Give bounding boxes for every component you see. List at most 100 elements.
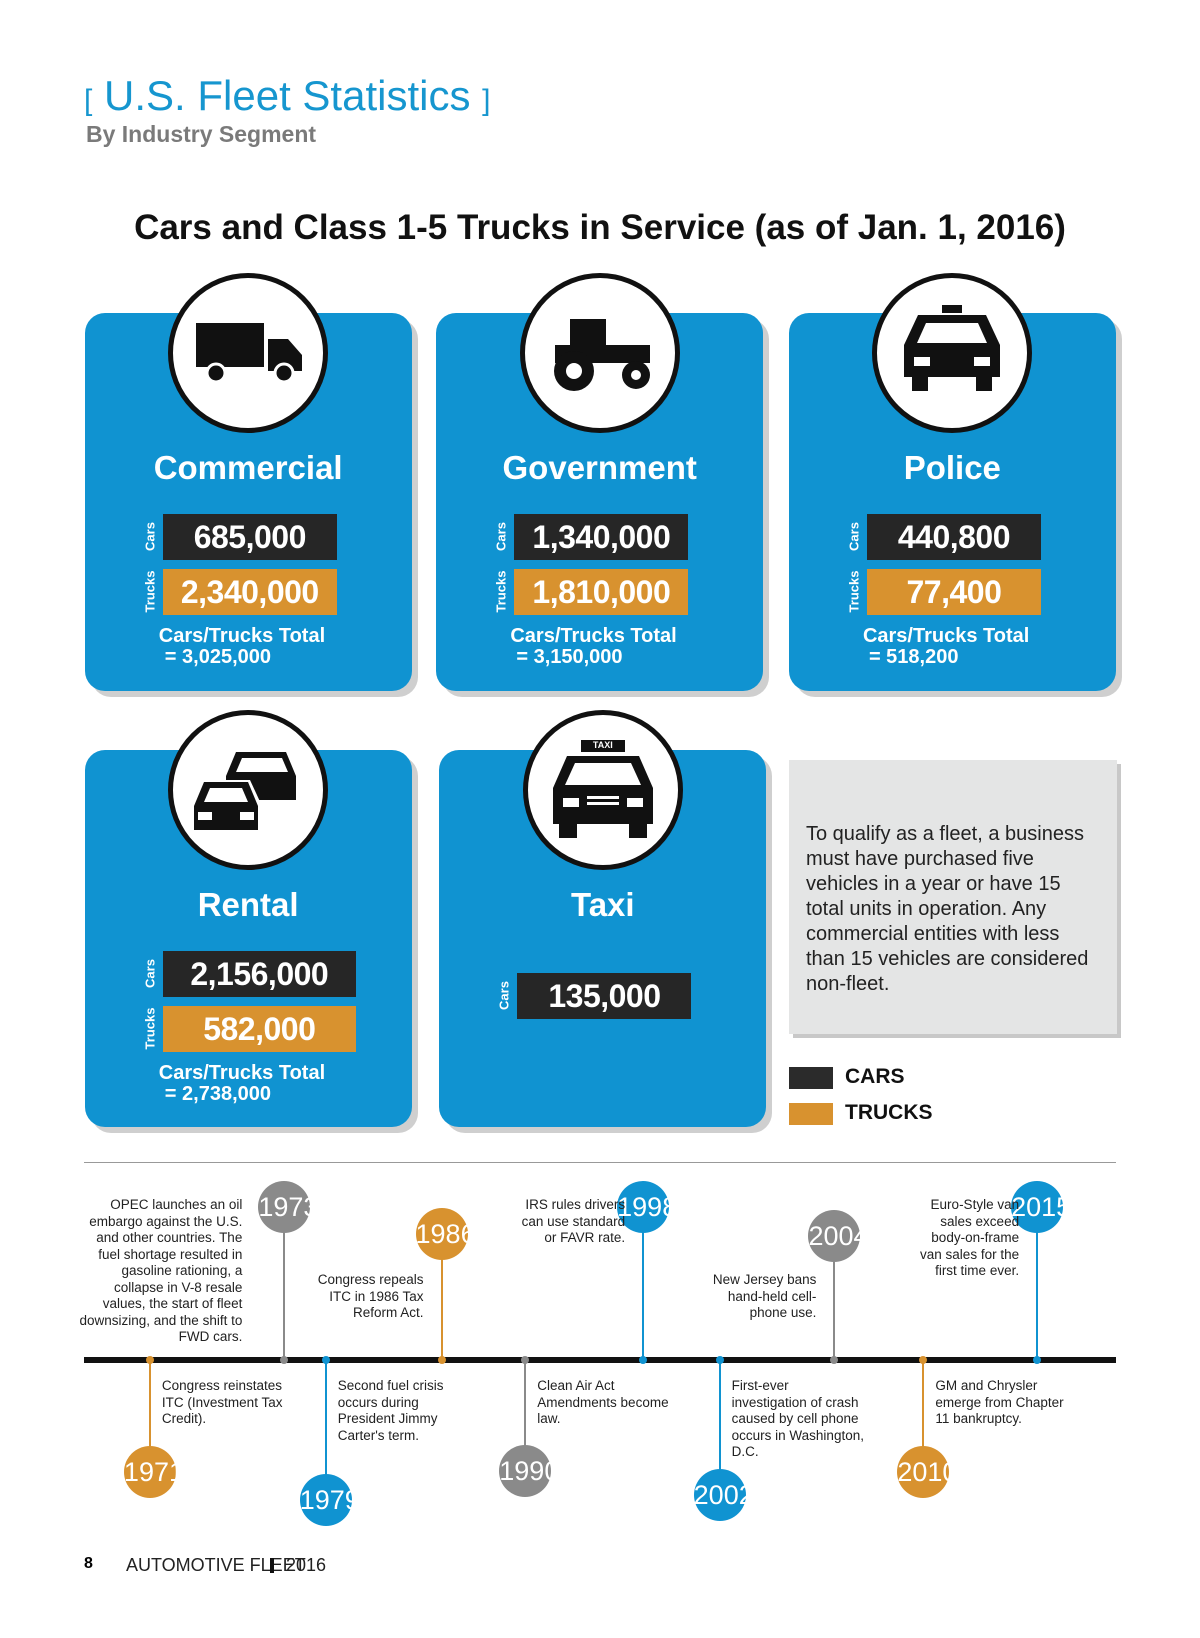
event-text: Congress reinstates ITC (Investment Tax … [161,1378,283,1426]
stem-dot [715,1356,724,1364]
legend-label: TRUCKS [845,1101,933,1124]
stem [833,1235,836,1360]
year-badge: 2015 [1011,1180,1071,1233]
year-badge: 1998 [617,1180,677,1233]
icon-circle [168,273,329,434]
year-badge: 1973 [258,1180,318,1233]
vehicle-icon [188,751,297,832]
vehicle-icon [553,319,650,392]
cars-bar: 135,000 [517,972,692,1019]
segment-card: Commercial 685,000 Cars 2,340,000 Trucks Cars… [84,273,412,691]
year-badge: 1986 [415,1207,476,1260]
taxi-sign: TAXI [592,739,613,750]
footer-year: 2016 [286,1555,327,1575]
stem-dot [919,1356,928,1364]
stem [440,1233,443,1360]
vehicle-icon [196,323,303,384]
cars-label: Cars [846,522,862,552]
trucks-label: Trucks [493,570,509,613]
segment-name: Government [502,449,697,487]
bracket: ] [482,84,491,117]
page-number: 8 [84,1555,93,1572]
event-text: New Jersey bans hand-held cell-phone use… [712,1272,817,1320]
year-badge: 1971 [123,1446,184,1499]
trucks-bar: 2,340,000 [162,569,337,616]
stem [148,1360,151,1473]
bracket: [ [84,84,93,117]
cars-label: Cars [142,958,158,988]
year-badge: 2004 [808,1209,869,1262]
segment-name: Police [903,449,1001,487]
stem [718,1360,721,1496]
stem [283,1206,286,1360]
section-title: Cars and Class 1-5 Trucks in Service (as… [134,208,1066,247]
cars-label: Cars [496,980,512,1010]
stem-dot [1033,1356,1042,1364]
stem [524,1360,527,1472]
legend-label: CARS [845,1065,905,1088]
legend-swatch-trucks [789,1103,833,1125]
event-text: Second fuel crisis occurs during Preside… [337,1378,444,1443]
total-value: = 518,200 [868,646,959,669]
separator [270,1558,274,1573]
segment-name: Taxi [571,885,635,923]
event-text: Euro-Style van sales exceed body-on-fram… [920,1197,1020,1278]
icon-circle [168,709,329,870]
total-label: Cars/Trucks Total [862,625,1030,648]
year-badge: 1979 [299,1474,360,1527]
trucks-bar: 77,400 [866,569,1041,616]
segment-card: Rental 2,156,000 Cars 582,000 Trucks Cars/Tru… [84,709,412,1128]
stem [1036,1206,1039,1360]
vehicle-icon [552,739,653,838]
icon-circle [519,273,680,434]
trucks-label: Trucks [142,570,158,613]
vehicle-icon [904,305,1001,392]
total-label: Cars/Trucks Total [510,625,677,648]
icon-circle [872,273,1033,434]
trucks-label: Trucks [846,570,862,613]
cars-bar: 2,156,000 [162,950,356,997]
segment-card: TAXI Taxi 135,000 Cars [439,709,767,1128]
total-value: = 3,150,000 [516,646,623,669]
subtitle: By Industry Segment [86,121,317,147]
cars-label: Cars [142,522,158,552]
year-badge: 1990 [499,1445,559,1498]
segment-name: Commercial [153,449,343,487]
stem-dot [437,1356,446,1364]
title: U.S. Fleet Statistics [104,72,471,119]
total-label: Cars/Trucks Total [158,1061,326,1084]
stem [922,1360,925,1473]
trucks-label: Trucks [142,1007,158,1050]
publication: AUTOMOTIVE FLEET [126,1555,306,1575]
stem-dot [145,1356,154,1364]
event-text: IRS rules drivers can use standard or FA… [521,1197,626,1245]
stem-dot [639,1356,648,1364]
stem-dot [521,1356,530,1364]
stem [324,1360,327,1501]
note-box: To qualify as a fleet, a business must h… [789,760,1117,1034]
trucks-bar: 582,000 [162,1005,356,1052]
stem [642,1206,645,1360]
icon-circle: TAXI [522,709,683,870]
cars-bar: 685,000 [162,514,337,561]
event-text: Congress repeals ITC in 1986 Tax Reform … [317,1272,424,1320]
total-value: = 3,025,000 [164,646,271,669]
legend-swatch-cars [789,1067,833,1089]
segment-name: Rental [197,885,299,923]
year-badge: 2010 [897,1446,957,1499]
event-text: GM and Chrysler emerge from Chapter 11 b… [935,1378,1064,1426]
total-value: = 2,738,000 [164,1082,271,1105]
event-text: Clean Air Act Amendments become law. [537,1378,669,1426]
event-text: OPEC launches an oil embargo against the… [79,1197,243,1344]
divider [84,1162,1116,1163]
trucks-bar: 1,810,000 [514,569,689,616]
total-label: Cars/Trucks Total [158,625,326,648]
stem-dot [321,1356,330,1364]
title-wrap: [ U.S. Fleet Statistics ] [84,72,490,120]
segment-card: Police 440,800 Cars 77,400 Trucks Cars/Trucks… [788,273,1116,691]
stem-dot [830,1356,839,1364]
timeline-axis [84,1357,1116,1363]
cars-bar: 440,800 [866,514,1041,561]
segment-card: Government 1,340,000 Cars 1,810,000 Trucks Ca… [436,273,764,691]
